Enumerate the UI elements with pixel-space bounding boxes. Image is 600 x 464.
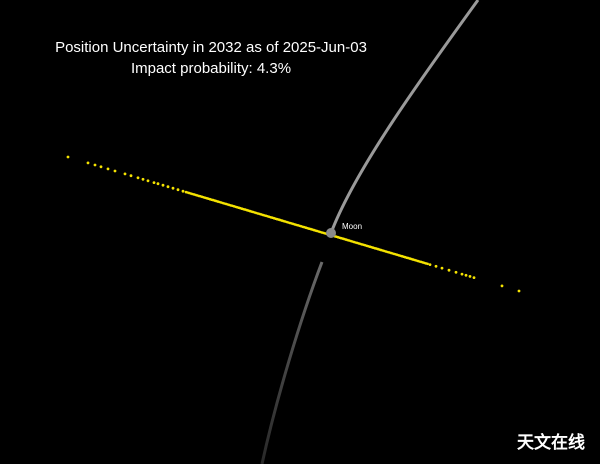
uncertainty-dot (156, 182, 160, 186)
uncertainty-dot (468, 275, 472, 278)
uncertainty-dot (428, 263, 432, 266)
uncertainty-dot (113, 169, 117, 173)
uncertainty-dot (166, 185, 170, 189)
uncertainty-dot (171, 186, 175, 190)
uncertainty-dot (454, 270, 458, 274)
uncertainty-dot (517, 289, 521, 293)
uncertainty-dot (106, 167, 110, 171)
uncertainty-dot (464, 273, 468, 277)
uncertainty-dot (500, 284, 504, 288)
uncertainty-dot (447, 268, 451, 272)
uncertainty-dot (434, 264, 438, 268)
uncertainty-dot (161, 183, 165, 187)
uncertainty-dot (93, 163, 97, 167)
moon-orbit-lower (260, 261, 324, 464)
watermark: 天文在线 (517, 432, 585, 452)
uncertainty-dot (176, 188, 180, 192)
uncertainty-dot (99, 165, 103, 169)
moon-orbit-upper (329, 0, 480, 234)
moon (326, 228, 336, 238)
uncertainty-dot (146, 179, 150, 183)
uncertainty-dot (136, 176, 140, 180)
uncertainty-dot (426, 262, 429, 266)
uncertainty-dot (141, 177, 145, 181)
uncertainty-dot (123, 172, 127, 176)
uncertainty-dot (66, 155, 70, 159)
uncertainty-dot (181, 189, 185, 193)
uncertainty-dot (86, 161, 90, 165)
uncertainty-dot (440, 266, 444, 270)
uncertainty-dot (152, 181, 156, 185)
moon-label: Moon (342, 222, 362, 231)
subtitle: Impact probability: 4.3% (131, 60, 291, 77)
title: Position Uncertainty in 2032 as of 2025-… (55, 39, 367, 56)
uncertainty-dot (129, 174, 133, 178)
uncertainty-dot (460, 272, 464, 276)
uncertainty-region (66, 155, 521, 293)
uncertainty-dot (472, 276, 476, 279)
